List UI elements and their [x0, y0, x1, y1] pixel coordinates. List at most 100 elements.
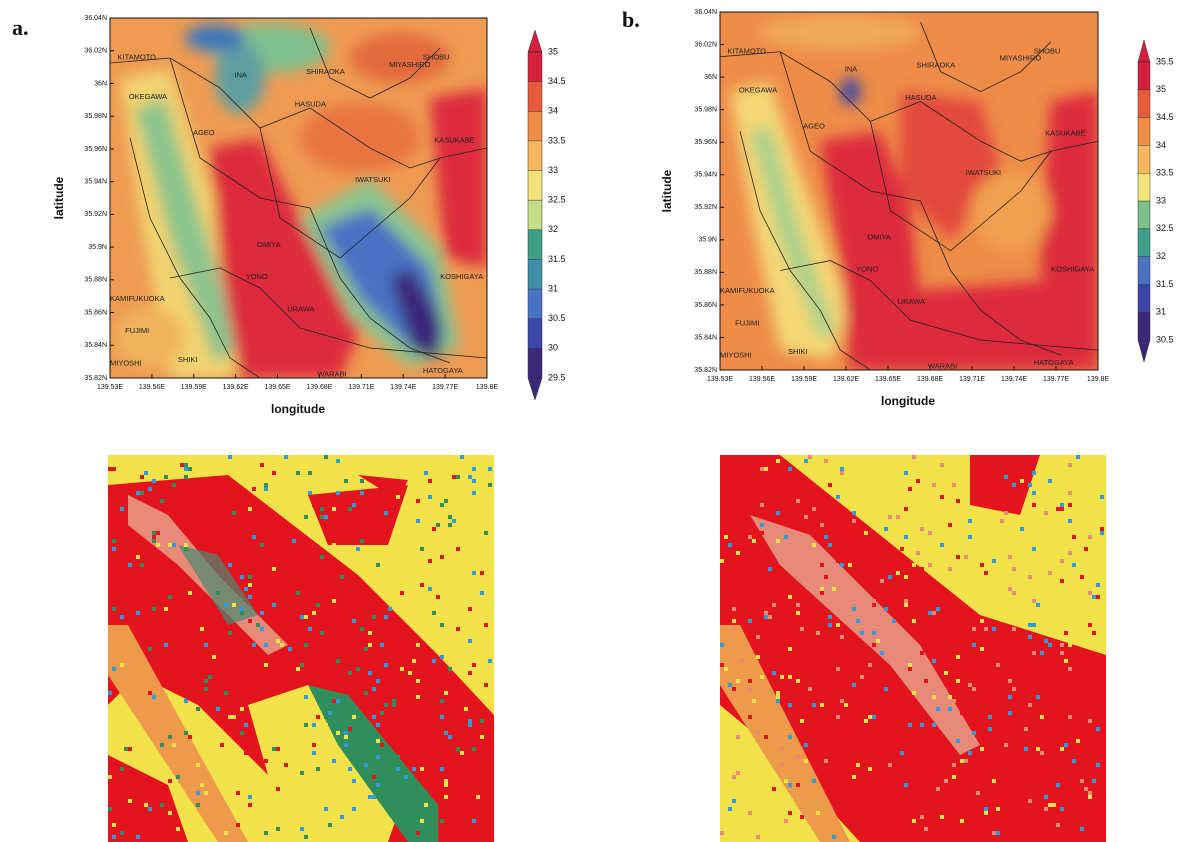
raster-pixel	[1008, 555, 1012, 559]
raster-pixel	[376, 755, 380, 759]
raster-pixel	[324, 515, 328, 519]
raster-pixel	[136, 555, 140, 559]
raster-pixel	[1092, 779, 1096, 783]
y-tick-label: 35.9N	[88, 244, 107, 251]
raster-pixel	[168, 735, 172, 739]
raster-pixel	[360, 627, 364, 631]
raster-pixel	[948, 523, 952, 527]
raster-pixel	[1028, 495, 1032, 499]
raster-pixel	[156, 579, 160, 583]
colorbar-tick-label: 31.5	[1156, 279, 1174, 289]
raster-pixel	[824, 775, 828, 779]
raster-pixel	[260, 463, 264, 467]
raster-pixel	[352, 619, 356, 623]
raster-pixel	[964, 771, 968, 775]
raster-pixel	[872, 631, 876, 635]
raster-pixel	[984, 807, 988, 811]
raster-pixel	[824, 575, 828, 579]
y-tick-label: 35.84N	[694, 334, 717, 341]
place-name: URAWA	[287, 305, 314, 314]
raster-pixel	[384, 663, 388, 667]
raster-pixel	[1044, 795, 1048, 799]
raster-pixel	[1076, 455, 1080, 459]
raster-pixel	[720, 663, 724, 667]
raster-pixel	[312, 743, 316, 747]
raster-pixel	[348, 507, 352, 511]
raster-pixel	[360, 491, 364, 495]
raster-pixel	[996, 831, 1000, 835]
raster-pixel	[264, 759, 268, 763]
raster-pixel	[480, 571, 484, 575]
raster-pixel	[1076, 511, 1080, 515]
raster-pixel	[388, 651, 392, 655]
raster-pixel	[464, 707, 468, 711]
raster-pixel	[184, 699, 188, 703]
colorbar-tick-label: 35	[1156, 84, 1166, 94]
y-tick-label: 35.84N	[84, 342, 107, 349]
raster-pixel	[440, 819, 444, 823]
raster-pixel	[456, 783, 460, 787]
x-tick-label: 139.77E	[432, 384, 458, 391]
raster-pixel	[228, 455, 232, 459]
raster-pixel	[352, 715, 356, 719]
raster-pixel	[864, 531, 868, 535]
raster-pixel	[372, 615, 376, 619]
raster-pixel	[1036, 603, 1040, 607]
y-tick-label: 36N	[94, 80, 107, 87]
raster-pixel	[768, 615, 772, 619]
raster-pixel	[476, 463, 480, 467]
raster-pixel	[1032, 599, 1036, 603]
raster-pixel	[884, 527, 888, 531]
raster-pixel	[460, 711, 464, 715]
raster-pixel	[720, 831, 724, 835]
raster-pixel	[316, 603, 320, 607]
raster-pixel	[1044, 511, 1048, 515]
raster-pixel	[168, 595, 172, 599]
place-name: INA	[234, 71, 247, 80]
raster-pixel	[816, 811, 820, 815]
colorbar-segment	[1138, 117, 1150, 146]
raster-pixel	[112, 803, 116, 807]
raster-pixel	[276, 639, 280, 643]
raster-pixel	[804, 503, 808, 507]
raster-pixel	[764, 735, 768, 739]
raster-pixel	[968, 687, 972, 691]
raster-pixel	[944, 671, 948, 675]
raster-pixel	[1060, 579, 1064, 583]
raster-pixel	[108, 467, 112, 471]
raster-pixel	[872, 643, 876, 647]
raster-pixel	[960, 763, 964, 767]
x-tick-label: 139.74E	[1001, 376, 1027, 383]
heat-map	[110, 18, 487, 378]
heat-map	[720, 12, 1099, 370]
raster-pixel	[488, 659, 492, 663]
raster-pixel	[800, 627, 804, 631]
raster-pixel	[1016, 675, 1020, 679]
raster-pixel	[816, 631, 820, 635]
raster-pixel	[120, 663, 124, 667]
raster-pixel	[732, 619, 736, 623]
raster-pixel	[188, 479, 192, 483]
colorbar-segment	[1138, 201, 1150, 229]
x-tick-label: 139.74E	[390, 384, 416, 391]
x-tick-label: 139.59E	[181, 384, 207, 391]
raster-pixel	[776, 691, 780, 695]
raster-pixel	[1088, 591, 1092, 595]
colorbar-tick-label: 29.5	[548, 372, 566, 382]
raster-pixel	[224, 831, 228, 835]
raster-pixel	[336, 491, 340, 495]
raster-pixel	[352, 503, 356, 507]
raster-pixel	[412, 767, 416, 771]
raster-pixel	[936, 787, 940, 791]
raster-pixel	[804, 667, 808, 671]
raster-pixel	[732, 687, 736, 691]
raster-pixel	[960, 759, 964, 763]
raster-pixel	[952, 699, 956, 703]
raster-pixel	[480, 591, 484, 595]
place-name: OKEGAWA	[739, 86, 777, 95]
raster-pixel	[908, 723, 912, 727]
raster-pixel	[412, 707, 416, 711]
colorbar-tick-label: 32.5	[548, 195, 566, 205]
raster-pixel	[1024, 747, 1028, 751]
raster-pixel	[372, 775, 376, 779]
